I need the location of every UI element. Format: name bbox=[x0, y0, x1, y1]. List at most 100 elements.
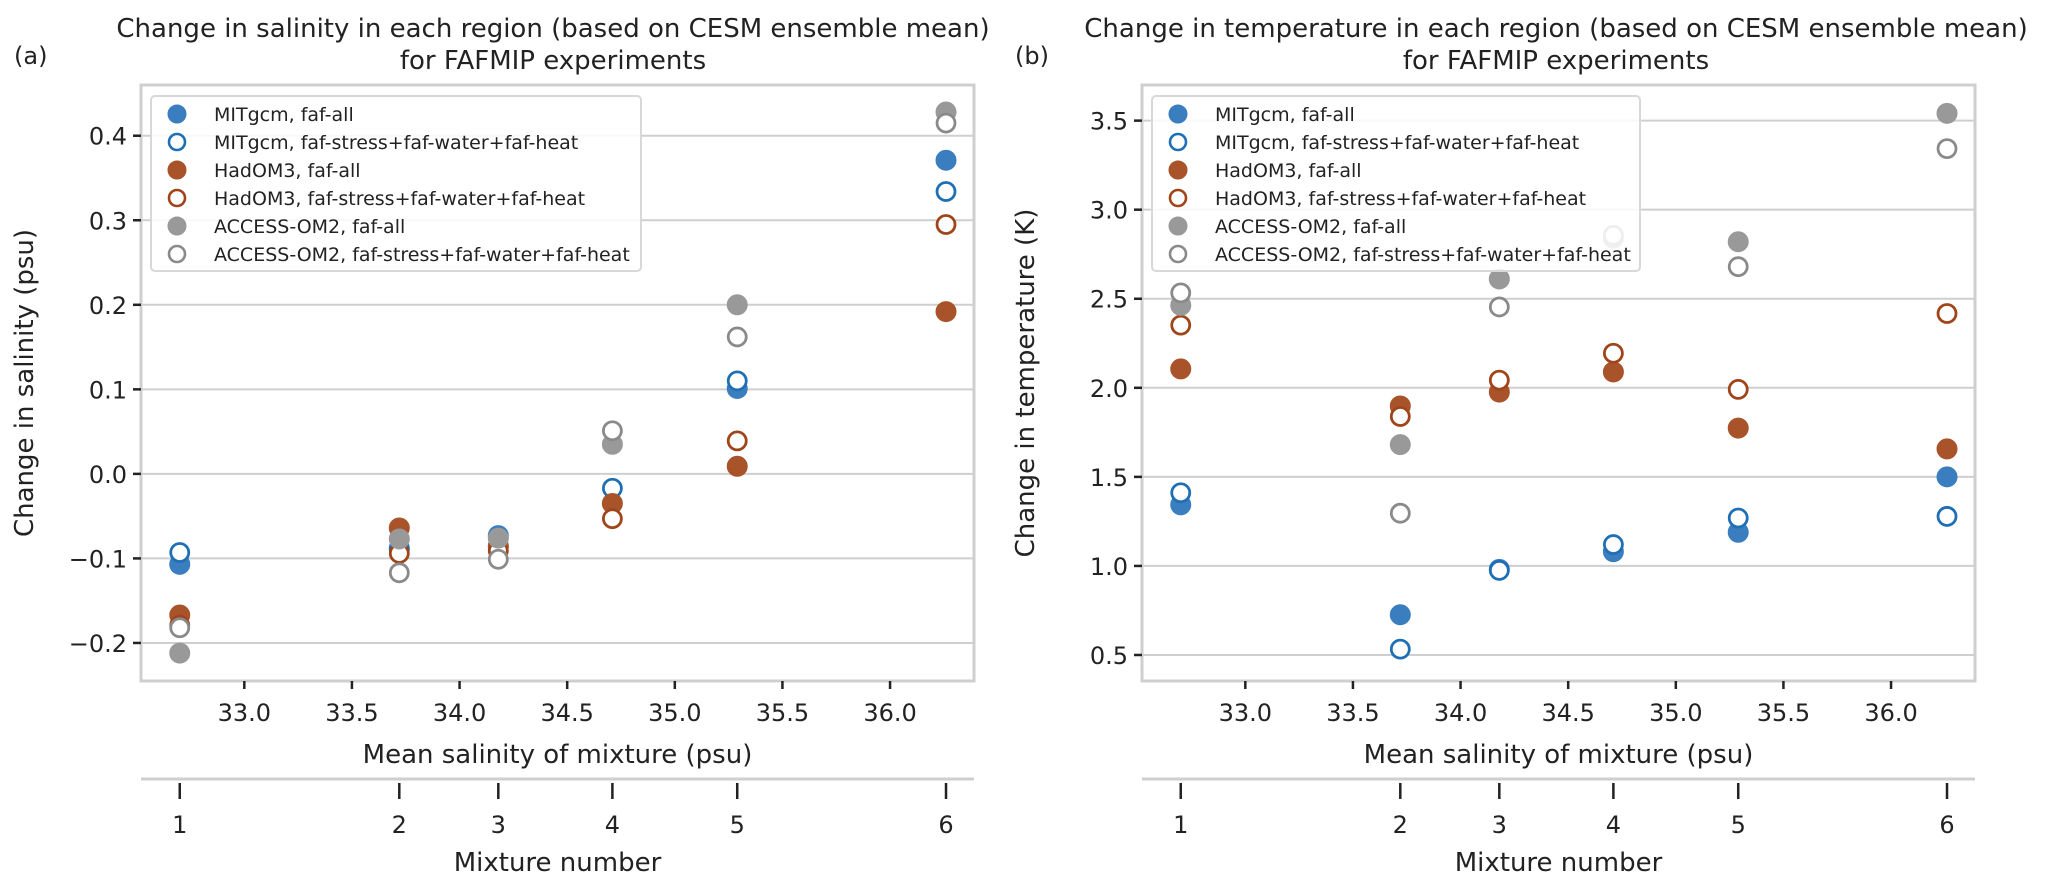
data-point-hadom3-faf-sum-mixture-2 bbox=[1389, 406, 1411, 427]
secondary-x-axis-label: Mixture number bbox=[454, 848, 662, 878]
data-point-mitgcm-faf-all-mixture-6 bbox=[935, 149, 957, 171]
data-point-access-om2-faf-sum-mixture-4 bbox=[601, 420, 623, 442]
chart-title-line1: Change in salinity in each region (based… bbox=[116, 14, 989, 44]
data-point-access-om2-faf-all-mixture-5 bbox=[726, 294, 748, 316]
x-tick-label: 36.0 bbox=[863, 699, 916, 727]
y-tick-label: 3.0 bbox=[1090, 197, 1128, 225]
data-point-access-om2-faf-all-mixture-3 bbox=[487, 527, 509, 549]
data-point-hadom3-faf-all-mixture-6 bbox=[935, 301, 957, 323]
legend: MITgcm, faf-all MITgcm, faf-stress+faf-wa… bbox=[150, 95, 642, 272]
x-tick-label: 34.0 bbox=[433, 699, 486, 727]
data-point-hadom3-faf-sum-mixture-3 bbox=[1488, 369, 1510, 391]
data-point-mitgcm-faf-sum-mixture-4 bbox=[1602, 534, 1624, 555]
data-point-hadom3-faf-sum-mixture-6 bbox=[935, 214, 957, 235]
data-point-mitgcm-faf-sum-mixture-6 bbox=[935, 181, 957, 202]
legend-marker bbox=[1168, 188, 1188, 208]
x-tick-label: 33.5 bbox=[1326, 699, 1379, 727]
data-point-access-om2-faf-sum-mixture-6 bbox=[1936, 138, 1958, 159]
legend: MITgcm, faf-all MITgcm, faf-stress+faf-wa… bbox=[1151, 95, 1641, 272]
data-point-mitgcm-faf-sum-mixture-2 bbox=[1389, 638, 1411, 660]
data-point-hadom3-faf-all-mixture-5 bbox=[1727, 417, 1749, 439]
data-point-hadom3-faf-all-mixture-4 bbox=[1602, 361, 1624, 383]
data-point-hadom3-faf-sum-mixture-4 bbox=[601, 508, 623, 530]
data-point-access-om2-faf-all-mixture-5 bbox=[1727, 231, 1749, 253]
axes-frame bbox=[139, 83, 976, 683]
x-tick-label: 34.0 bbox=[1434, 699, 1487, 727]
legend-marker bbox=[1168, 132, 1188, 152]
y-tick-label: 0.4 bbox=[89, 123, 127, 151]
secondary-x-axis-label: Mixture number bbox=[1455, 848, 1663, 878]
mixture-tick-label: 3 bbox=[1492, 811, 1507, 839]
legend-entry-label: ACCESS-OM2, faf-stress+faf-water+faf-hea… bbox=[214, 244, 630, 266]
legend-entry-label: ACCESS-OM2, faf-all bbox=[1215, 216, 1406, 238]
data-point-access-om2-faf-all-mixture-2 bbox=[1389, 434, 1411, 456]
x-tick-label: 36.0 bbox=[1864, 699, 1917, 727]
legend-marker bbox=[1168, 244, 1188, 264]
y-tick-label: −0.2 bbox=[69, 630, 127, 658]
data-point-mitgcm-faf-sum-mixture-1 bbox=[1170, 482, 1192, 504]
y-tick-label: 0.1 bbox=[89, 376, 127, 404]
legend-box bbox=[150, 95, 642, 272]
x-axis-label: Mean salinity of mixture (psu) bbox=[363, 740, 753, 770]
y-tick-label: 1.0 bbox=[1090, 553, 1128, 581]
panel-temperature: (b) Change in temperature in each region… bbox=[1011, 14, 2028, 878]
data-points bbox=[169, 101, 957, 664]
data-point-access-om2-faf-sum-mixture-6 bbox=[935, 112, 957, 134]
y-tick-label: 0.0 bbox=[89, 461, 127, 489]
data-point-hadom3-faf-sum-mixture-5 bbox=[1727, 379, 1749, 400]
legend-entry-label: HadOM3, faf-all bbox=[214, 160, 361, 182]
x-axis-label: Mean salinity of mixture (psu) bbox=[1364, 740, 1754, 770]
legend-entry-label: HadOM3, faf-stress+faf-water+faf-heat bbox=[1215, 188, 1586, 210]
y-axis-label: Change in salinity (psu) bbox=[10, 229, 40, 537]
y-axis-ticks: −0.2 −0.1 0.0 0.1 0.2 0.3 0.4 bbox=[69, 123, 141, 658]
panel-salinity: (a) Change in salinity in each region (b… bbox=[10, 14, 990, 878]
mixture-tick-label: 6 bbox=[938, 811, 953, 839]
y-tick-label: 2.0 bbox=[1090, 375, 1128, 403]
y-tick-label: 0.3 bbox=[89, 207, 127, 235]
legend-marker bbox=[1168, 160, 1188, 180]
y-tick-label: 2.5 bbox=[1090, 286, 1128, 314]
legend-marker bbox=[1168, 216, 1188, 236]
x-tick-label: 35.5 bbox=[1757, 699, 1810, 727]
x-axis-ticks: 33.0 33.5 34.0 34.5 35.0 35.5 36.0 bbox=[218, 681, 917, 727]
legend-marker bbox=[167, 244, 187, 264]
x-tick-label: 33.0 bbox=[1219, 699, 1272, 727]
mixture-tick-label: 6 bbox=[1939, 811, 1954, 839]
legend-entry-label: HadOM3, faf-all bbox=[1215, 160, 1362, 182]
data-point-access-om2-faf-sum-mixture-2 bbox=[388, 562, 410, 584]
data-point-access-om2-faf-sum-mixture-3 bbox=[1488, 296, 1510, 318]
mixture-tick-label: 3 bbox=[491, 811, 506, 839]
mixture-tick-label: 5 bbox=[730, 811, 745, 839]
data-point-hadom3-faf-sum-mixture-6 bbox=[1936, 303, 1958, 324]
mixture-tick-label: 4 bbox=[605, 811, 620, 839]
legend-marker bbox=[167, 132, 187, 152]
x-tick-label: 34.5 bbox=[1541, 699, 1594, 727]
legend-marker bbox=[167, 160, 187, 180]
legend-entry-label: ACCESS-OM2, faf-stress+faf-water+faf-hea… bbox=[1215, 244, 1631, 266]
mixture-tick-label: 1 bbox=[172, 811, 187, 839]
x-axis-ticks: 33.0 33.5 34.0 34.5 35.0 35.5 36.0 bbox=[1219, 681, 1918, 727]
mixture-tick-label: 2 bbox=[1393, 811, 1408, 839]
x-tick-label: 35.0 bbox=[648, 699, 701, 727]
data-point-mitgcm-faf-sum-mixture-1 bbox=[169, 542, 191, 563]
panel-label-b: (b) bbox=[1015, 42, 1049, 70]
data-point-hadom3-faf-sum-mixture-1 bbox=[1170, 314, 1192, 336]
legend-entry-label: MITgcm, faf-all bbox=[1215, 104, 1355, 126]
mixture-tick-label: 2 bbox=[392, 811, 407, 839]
axes-frame bbox=[1140, 83, 1977, 683]
legend-entry-label: MITgcm, faf-all bbox=[214, 104, 354, 126]
mixture-tick-label: 5 bbox=[1731, 811, 1746, 839]
data-point-mitgcm-faf-sum-mixture-5 bbox=[1727, 507, 1749, 529]
y-axis-ticks: 0.5 1.0 1.5 2.0 2.5 3.0 3.5 bbox=[1090, 108, 1142, 670]
y-tick-label: −0.1 bbox=[69, 545, 127, 573]
data-point-hadom3-faf-all-mixture-5 bbox=[726, 455, 748, 477]
x-tick-label: 33.5 bbox=[325, 699, 378, 727]
data-point-access-om2-faf-all-mixture-2 bbox=[388, 528, 410, 550]
data-point-access-om2-faf-sum-mixture-1 bbox=[1170, 282, 1192, 304]
data-point-hadom3-faf-sum-mixture-5 bbox=[726, 430, 748, 452]
x-tick-label: 35.0 bbox=[1649, 699, 1702, 727]
data-point-mitgcm-faf-all-mixture-6 bbox=[1936, 466, 1958, 488]
y-tick-label: 0.2 bbox=[89, 292, 127, 320]
